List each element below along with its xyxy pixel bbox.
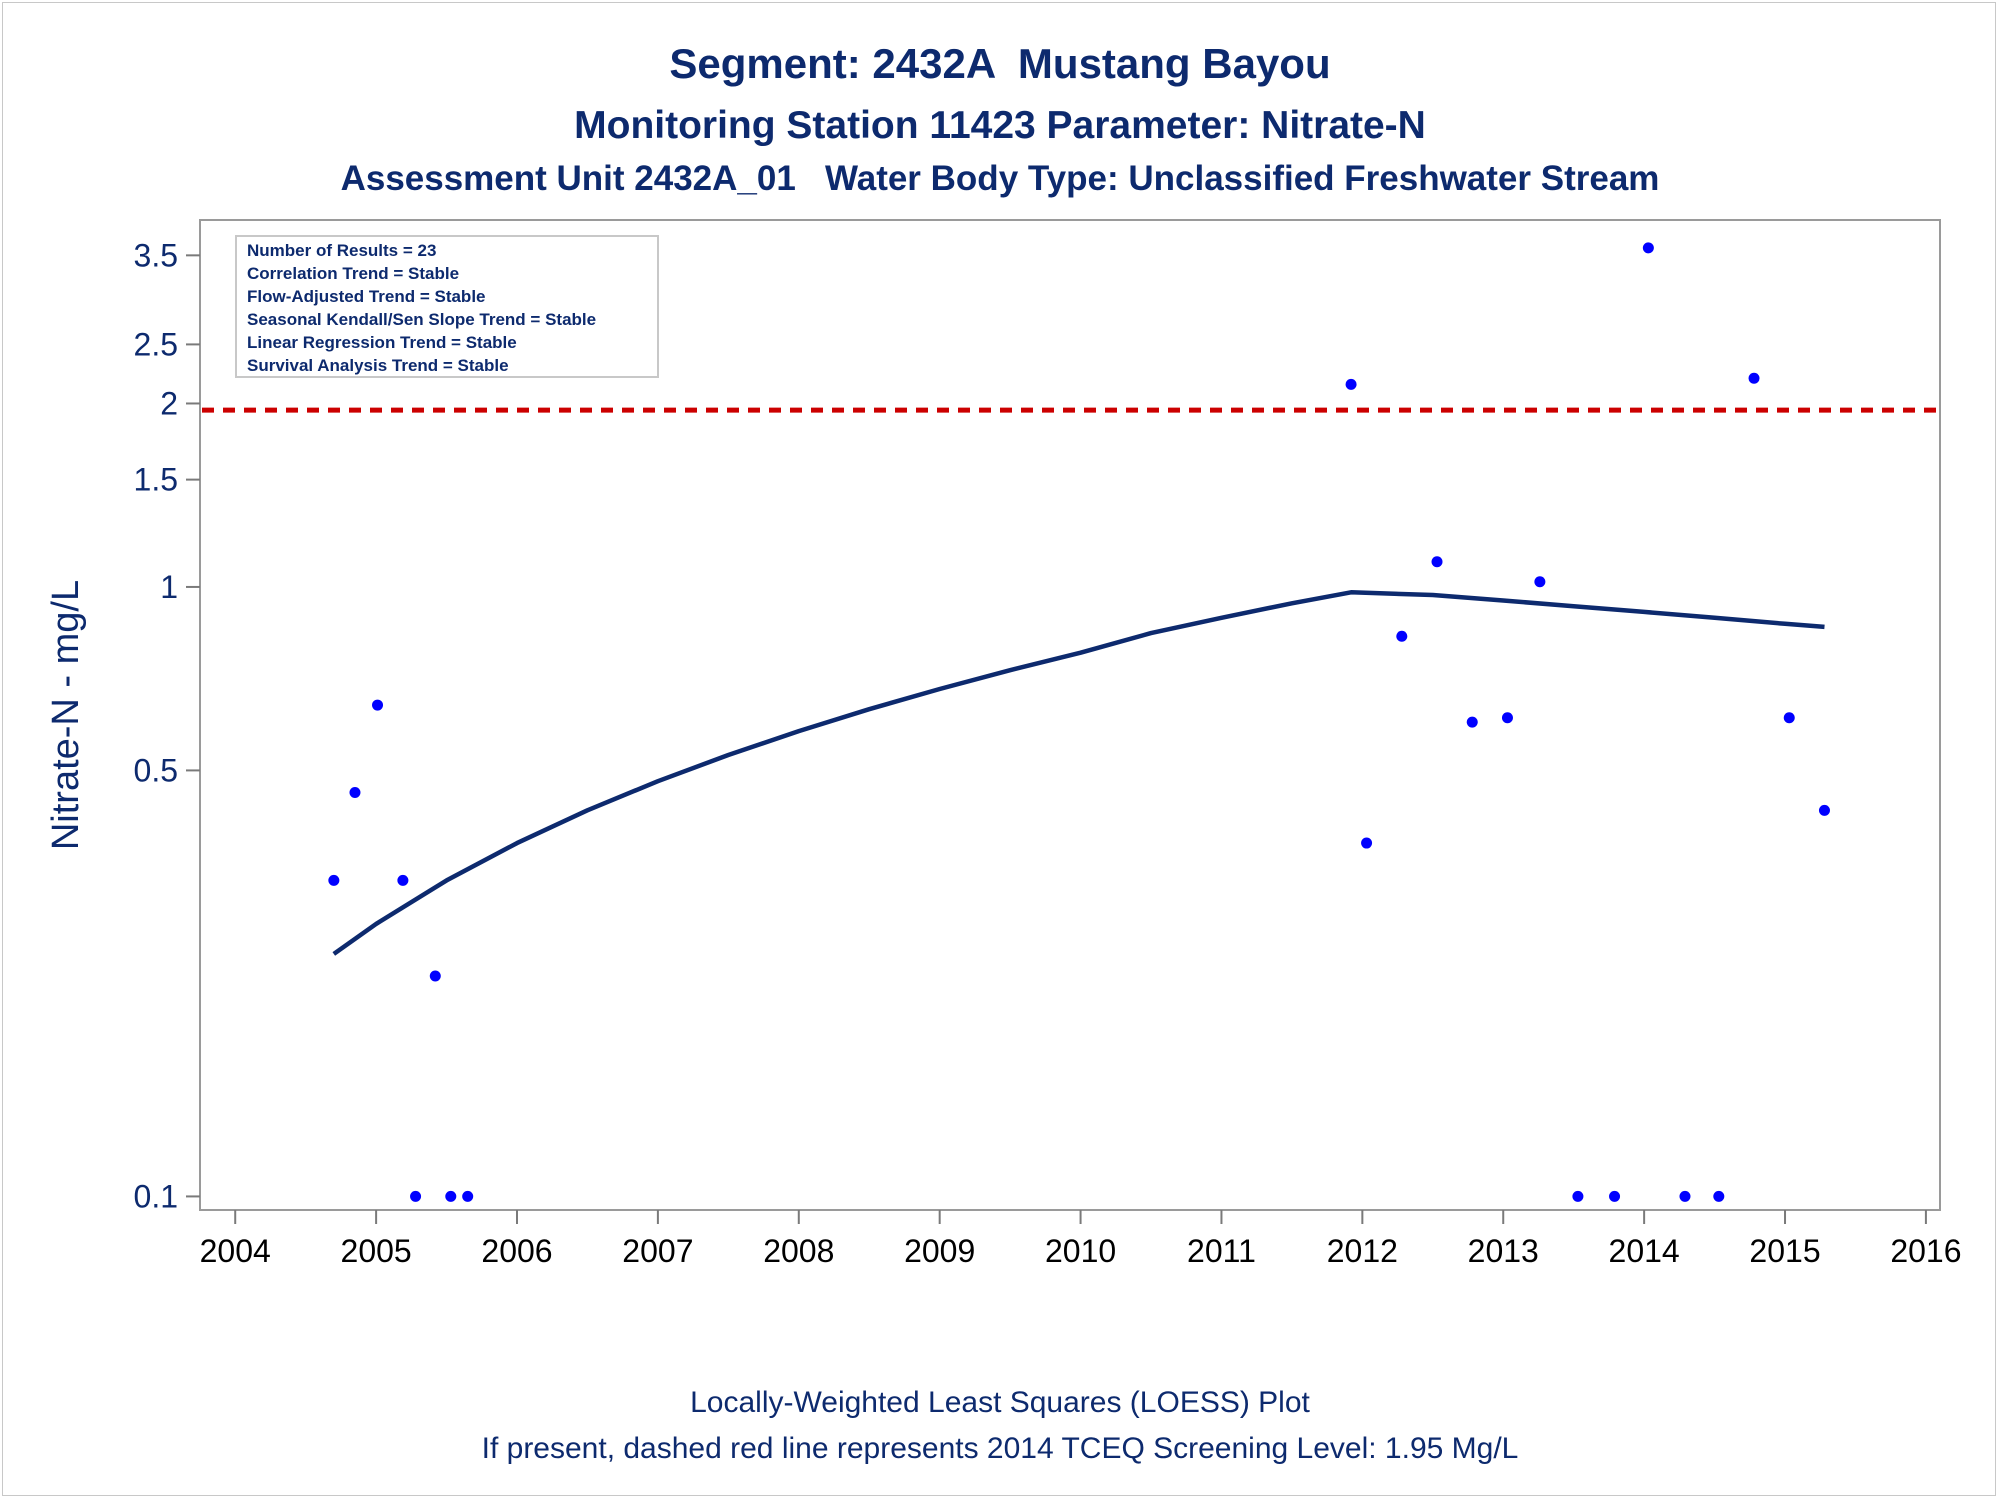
y-axis: 0.1 0.5 1 1.5 2 2.5 3.5 (134, 237, 200, 1214)
legend-line-4: Seasonal Kendall/Sen Slope Trend = Stabl… (247, 310, 596, 329)
legend-line-2: Correlation Trend = Stable (247, 264, 459, 283)
data-point (445, 1190, 457, 1202)
x-tick-label: 2009 (904, 1233, 975, 1269)
y-tick-label: 0.5 (134, 752, 178, 788)
loess-curve (332, 590, 1825, 956)
data-point (429, 970, 441, 982)
footer-line-2: If present, dashed red line represents 2… (482, 1432, 1519, 1465)
data-point (328, 874, 340, 886)
legend-box: Number of Results = 23 Correlation Trend… (235, 235, 659, 378)
loess-layer (332, 590, 1825, 956)
x-tick-label: 2008 (763, 1233, 834, 1269)
chart-subtitle-2: Assessment Unit 2432A_01 Water Body Type… (341, 159, 1660, 198)
data-point (1713, 1190, 1725, 1202)
data-point (349, 786, 361, 798)
y-tick-label: 3.5 (134, 237, 178, 273)
y-tick-label: 1 (160, 569, 178, 605)
data-point (1466, 716, 1478, 728)
legend-line-6: Survival Analysis Trend = Stable (247, 356, 509, 375)
points-layer (328, 242, 1830, 1202)
data-point (1748, 372, 1760, 384)
x-tick-label: 2007 (622, 1233, 693, 1269)
x-tick-label: 2010 (1045, 1233, 1116, 1269)
x-tick-label: 2011 (1187, 1233, 1256, 1269)
legend-line-1: Number of Results = 23 (247, 241, 436, 260)
data-point (397, 874, 409, 886)
data-point (1431, 556, 1443, 568)
data-point (372, 699, 384, 711)
data-point (1642, 242, 1654, 254)
data-point (1818, 804, 1830, 816)
data-point (1345, 378, 1357, 390)
x-tick-label: 2014 (1609, 1233, 1680, 1269)
x-axis: 2004 2005 2006 2007 2008 2009 2010 2011 2012 2013… (200, 1210, 1962, 1269)
data-point (462, 1190, 474, 1202)
plot-area (199, 219, 1941, 1211)
data-point (1534, 576, 1546, 588)
footer-line-1: Locally-Weighted Least Squares (LOESS) P… (690, 1386, 1310, 1419)
data-point (1361, 837, 1373, 849)
data-point (410, 1190, 422, 1202)
x-tick-label: 2016 (1890, 1233, 1961, 1269)
y-tick-label: 2 (160, 385, 178, 421)
chart-title: Segment: 2432A Mustang Bayou (669, 40, 1330, 87)
y-tick-label: 2.5 (134, 326, 178, 362)
data-point (1396, 630, 1408, 642)
y-tick-label: 1.5 (134, 462, 178, 498)
x-tick-label: 2012 (1327, 1233, 1398, 1269)
legend-line-3: Flow-Adjusted Trend = Stable (247, 287, 486, 306)
data-point (1679, 1190, 1691, 1202)
x-tick-label: 2005 (341, 1233, 412, 1269)
data-point (1501, 712, 1513, 724)
x-tick-label: 2006 (481, 1233, 552, 1269)
y-axis-label: Nitrate-N - mg/L (45, 580, 87, 850)
y-tick-label: 0.1 (134, 1178, 178, 1214)
legend-line-5: Linear Regression Trend = Stable (247, 333, 517, 352)
chart-subtitle-1: Monitoring Station 11423 Parameter: Nitr… (574, 104, 1426, 147)
data-point (1783, 712, 1795, 724)
x-tick-label: 2004 (200, 1233, 271, 1269)
x-tick-label: 2015 (1749, 1233, 1820, 1269)
data-point (1609, 1190, 1621, 1202)
x-tick-label: 2013 (1468, 1233, 1539, 1269)
legend-frame (235, 235, 659, 378)
data-point (1572, 1190, 1584, 1202)
